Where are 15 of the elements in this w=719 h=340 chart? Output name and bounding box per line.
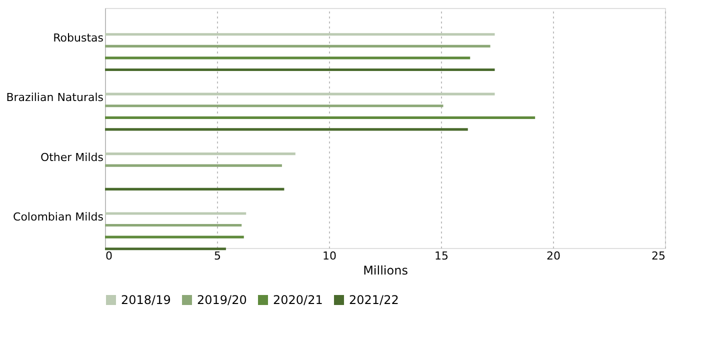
legend-label: 2018/19 [121, 293, 171, 307]
legend-label: 2019/20 [197, 293, 247, 307]
x-tick-label: 20 [546, 250, 560, 262]
y-tick-label: Other Milds [40, 150, 104, 164]
legend-label: 2021/22 [349, 293, 399, 307]
x-tick-label: 5 [214, 250, 221, 262]
x-tick-label: 0 [106, 250, 112, 262]
x-tick-label: 25 [652, 250, 666, 262]
y-tick-label: Robustas [53, 31, 104, 44]
x-axis-title: Millions [363, 264, 408, 278]
legend-label: 2020/21 [273, 293, 323, 307]
y-tick-label: Brazilian Naturals [6, 91, 104, 104]
y-tick-label: Colombian Milds [13, 210, 104, 224]
x-tick-label: 15 [434, 250, 448, 262]
x-tick-label: 10 [322, 250, 336, 262]
